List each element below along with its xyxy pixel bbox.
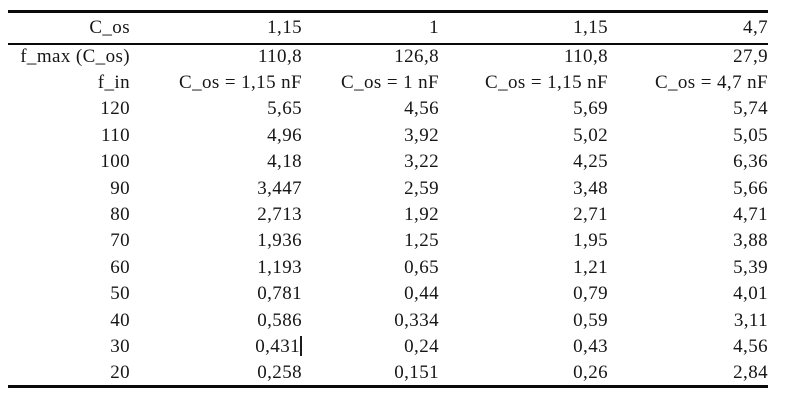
row-label-cell[interactable]: 80	[110, 204, 130, 226]
table-row: f_in C_os = 1,15 nF C_os = 1 nF C_os = 1,15…	[8, 70, 768, 96]
row-label-cell[interactable]: f_max (C_os)	[20, 46, 130, 68]
table-row: 20 0,258 0,151 0,26 2,84	[8, 360, 768, 386]
value-cell[interactable]: 0,258	[257, 361, 302, 383]
value-cell[interactable]: 2,59	[404, 177, 439, 199]
header-value-cell[interactable]: 4,7	[608, 11, 768, 45]
value-cell[interactable]: 4,96	[267, 124, 302, 146]
header-value-cell[interactable]: 1	[302, 11, 439, 45]
value-cell[interactable]: 5,66	[733, 177, 768, 199]
value-cell[interactable]: 0,26	[573, 361, 608, 383]
table-row: 120 5,65 4,56 5,69 5,74	[8, 96, 768, 122]
table-row: 110 4,96 3,92 5,02 5,05	[8, 123, 768, 149]
value-cell[interactable]: 4,56	[404, 98, 439, 120]
value-cell[interactable]: 2,71	[573, 204, 608, 226]
header-label-cell[interactable]: C_os	[8, 11, 130, 45]
value-cell[interactable]: 3,92	[404, 124, 439, 146]
table-row: 90 3,447 2,59 3,48 5,66	[8, 175, 768, 201]
value-cell[interactable]: C_os = 4,7 nF	[654, 72, 768, 94]
row-label-cell[interactable]: 90	[110, 177, 130, 199]
table-row: 80 2,713 1,92 2,71 4,71	[8, 202, 768, 228]
value-cell[interactable]: 5,74	[733, 98, 768, 120]
value-cell[interactable]: 2,84	[733, 361, 768, 383]
value-cell[interactable]: 6,36	[733, 151, 768, 173]
value-cell[interactable]: 0,43	[573, 335, 608, 357]
value-cell[interactable]: 110,8	[257, 46, 302, 68]
table-row: 50 0,781 0,44 0,79 4,01	[8, 281, 768, 307]
value-cell[interactable]: 3,11	[733, 309, 768, 331]
value-cell[interactable]: 5,39	[733, 256, 768, 278]
table-row: 40 0,586 0,334 0,59 3,11	[8, 307, 768, 333]
value-cell[interactable]: 0,334	[394, 309, 439, 331]
value-cell[interactable]: 1,21	[573, 256, 608, 278]
value-cell[interactable]: 1,193	[257, 256, 302, 278]
value-cell[interactable]: C_os = 1,15 nF	[485, 72, 608, 94]
value-cell[interactable]: C_os = 1,15 nF	[179, 72, 302, 94]
row-label-cell[interactable]: 70	[110, 230, 130, 252]
value-cell[interactable]: 0,65	[404, 256, 439, 278]
value-cell[interactable]: 27,9	[733, 46, 768, 68]
text-caret	[300, 335, 302, 356]
value-cell[interactable]: 1,95	[573, 230, 608, 252]
value-cell[interactable]: 2,713	[257, 204, 302, 226]
value-cell[interactable]: 110,8	[563, 46, 608, 68]
table-row: f_max (C_os) 110,8 126,8 110,8 27,9	[8, 44, 768, 70]
value-cell[interactable]: 126,8	[394, 46, 439, 68]
value-cell[interactable]: 0,586	[257, 309, 302, 331]
row-label-cell[interactable]: 60	[110, 256, 130, 278]
value-cell[interactable]: 5,05	[733, 124, 768, 146]
table-header-row: C_os 1,15 1 1,15 4,7	[8, 11, 768, 45]
header-value-cell[interactable]: 1,15	[439, 11, 608, 45]
value-cell[interactable]: 4,56	[733, 335, 768, 357]
row-label-cell[interactable]: 120	[100, 98, 130, 120]
value-cell[interactable]: 0,781	[257, 283, 302, 305]
table-row: 100 4,18 3,22 4,25 6,36	[8, 149, 768, 175]
value-cell[interactable]: 5,02	[573, 124, 608, 146]
value-cell[interactable]: 1,25	[404, 230, 439, 252]
row-label-cell[interactable]: 50	[110, 283, 130, 305]
value-cell[interactable]: 0,151	[394, 361, 439, 383]
value-cell[interactable]: 0,24	[404, 335, 439, 357]
value-cell[interactable]: 5,69	[573, 98, 608, 120]
header-value-cell[interactable]: 1,15	[130, 11, 302, 45]
row-label-cell[interactable]: 20	[110, 361, 130, 383]
value-cell[interactable]: 0,79	[573, 283, 608, 305]
table-row: 30 0,431 0,24 0,43 4,56	[8, 334, 768, 360]
value-cell[interactable]: 3,447	[257, 177, 302, 199]
value-cell[interactable]: 4,25	[573, 151, 608, 173]
row-label-cell[interactable]: 110	[101, 124, 130, 146]
row-label-cell[interactable]: 30	[110, 335, 130, 357]
value-cell[interactable]: 0,44	[404, 283, 439, 305]
value-cell[interactable]: 3,22	[404, 151, 439, 173]
value-cell[interactable]: 3,88	[733, 230, 768, 252]
value-cell[interactable]: 1,92	[404, 204, 439, 226]
value-cell[interactable]: 5,65	[267, 98, 302, 120]
value-cell[interactable]: 4,18	[267, 151, 302, 173]
value-cell[interactable]: 0,431	[255, 335, 302, 357]
value-cell[interactable]: 0,59	[573, 309, 608, 331]
row-label-cell[interactable]: f_in	[97, 72, 130, 94]
value-cell[interactable]: 4,71	[733, 204, 768, 226]
measurement-table: C_os 1,15 1 1,15 4,7 f_max (C_os) 110,8 126,8…	[8, 10, 768, 389]
table-row: 70 1,936 1,25 1,95 3,88	[8, 228, 768, 254]
row-label-cell[interactable]: 100	[100, 151, 130, 173]
value-cell[interactable]: 4,01	[733, 283, 768, 305]
table-row: 60 1,193 0,65 1,21 5,39	[8, 255, 768, 281]
value-cell[interactable]: 1,936	[257, 230, 302, 252]
row-label-cell[interactable]: 40	[110, 309, 130, 331]
value-cell[interactable]: C_os = 1 nF	[341, 72, 439, 94]
value-cell[interactable]: 3,48	[573, 177, 608, 199]
